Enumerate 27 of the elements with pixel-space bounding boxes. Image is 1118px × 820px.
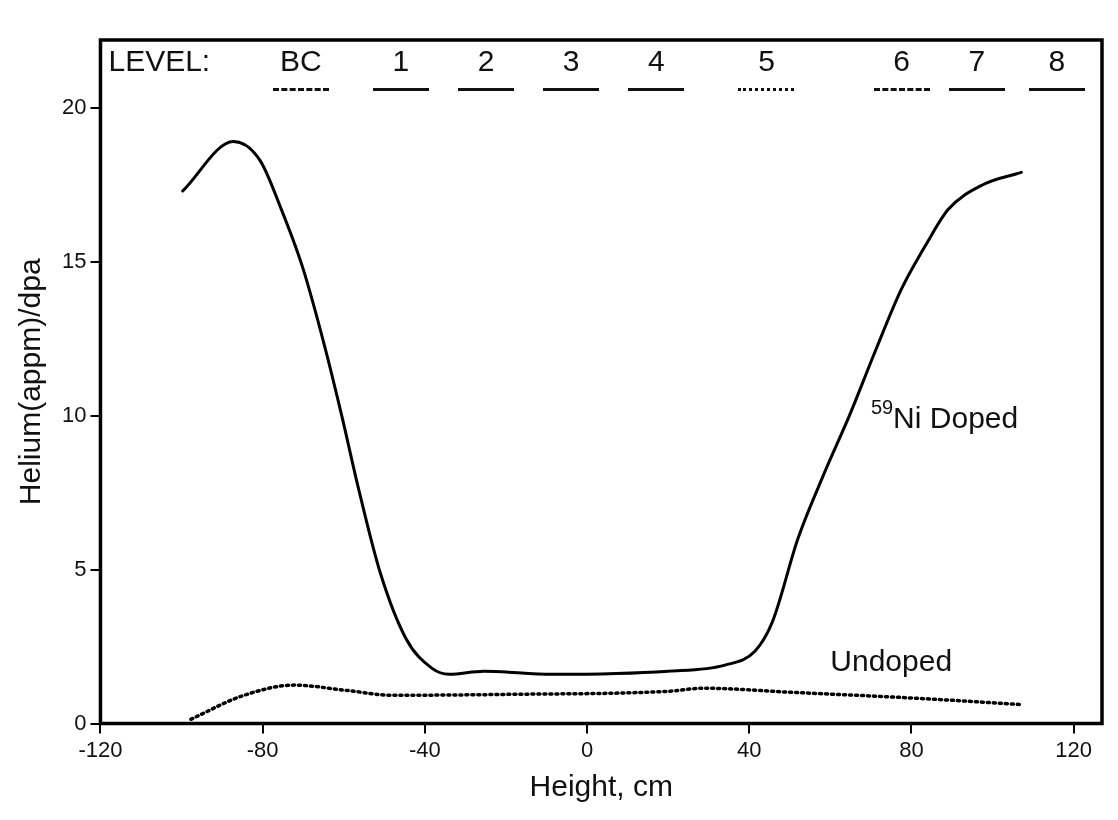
- line-series: [189, 683, 1023, 722]
- annotation: 6: [893, 44, 911, 78]
- annotation: 7: [968, 44, 986, 78]
- x-tick-label: 80: [899, 736, 924, 762]
- annotation: LEVEL:: [108, 44, 211, 78]
- annotation: 2: [477, 44, 495, 78]
- annotation: BC: [279, 44, 322, 78]
- line-series: [181, 140, 1023, 676]
- annotation: 4: [647, 44, 665, 78]
- x-tick-label: 0: [580, 736, 594, 762]
- y-tick-label: 5: [74, 555, 87, 581]
- annotation: 8: [1048, 44, 1066, 78]
- y-tick-label: 20: [61, 93, 87, 119]
- x-tick-label: 120: [1055, 736, 1092, 762]
- x-tick-label: -40: [408, 736, 441, 762]
- annotation: 3: [562, 44, 580, 78]
- x-tick-label: -80: [246, 736, 279, 762]
- y-tick-label: 10: [61, 401, 87, 427]
- y-axis-title: Helium(appm)/dpa: [13, 258, 47, 506]
- series-label: Undoped: [830, 644, 953, 678]
- annotation: 5: [758, 44, 775, 78]
- x-tick-label: -120: [78, 736, 123, 762]
- x-tick-label: 40: [736, 736, 762, 762]
- y-tick-label: 0: [74, 709, 87, 735]
- annotation: 1: [392, 44, 410, 78]
- x-axis-title: Height, cm: [529, 769, 673, 803]
- y-tick-label: 15: [61, 247, 87, 273]
